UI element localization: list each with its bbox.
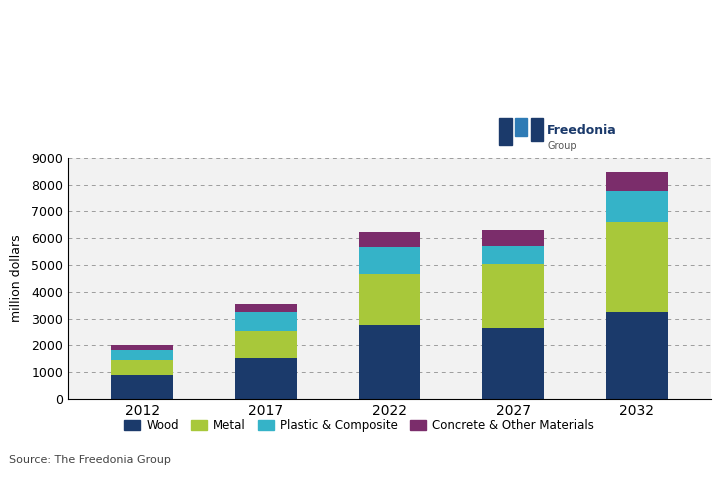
Bar — [482, 328, 544, 399]
Bar — [111, 360, 173, 375]
Bar — [358, 232, 421, 247]
Bar — [606, 173, 668, 191]
Text: Residential Fencing Demand by Material,: Residential Fencing Demand by Material, — [9, 36, 317, 49]
Text: (million dollars): (million dollars) — [9, 92, 128, 105]
Text: Freedonia: Freedonia — [547, 124, 617, 137]
Bar — [111, 349, 173, 360]
Bar — [606, 312, 668, 399]
Bar — [111, 346, 173, 349]
Text: Figure 4-1.: Figure 4-1. — [9, 13, 90, 26]
Bar — [531, 119, 544, 141]
Text: Group: Group — [547, 141, 577, 151]
Bar — [235, 358, 297, 399]
Y-axis label: million dollars: million dollars — [10, 235, 23, 322]
Bar — [482, 264, 544, 328]
Bar — [606, 222, 668, 312]
Bar — [515, 119, 528, 136]
Bar — [482, 246, 544, 264]
Bar — [235, 304, 297, 312]
Bar — [111, 375, 173, 399]
Legend: Wood, Metal, Plastic & Composite, Concrete & Other Materials: Wood, Metal, Plastic & Composite, Concre… — [119, 414, 599, 436]
Bar — [606, 191, 668, 222]
Bar — [499, 119, 512, 145]
Bar — [358, 273, 421, 325]
Bar — [482, 230, 544, 246]
Bar — [235, 331, 297, 358]
Text: 2012, 2017, 2022, 2027, & 2032: 2012, 2017, 2022, 2027, & 2032 — [9, 63, 247, 76]
Bar — [358, 325, 421, 399]
Text: Source: The Freedonia Group: Source: The Freedonia Group — [9, 455, 170, 465]
Bar — [235, 312, 297, 331]
Bar — [358, 247, 421, 273]
